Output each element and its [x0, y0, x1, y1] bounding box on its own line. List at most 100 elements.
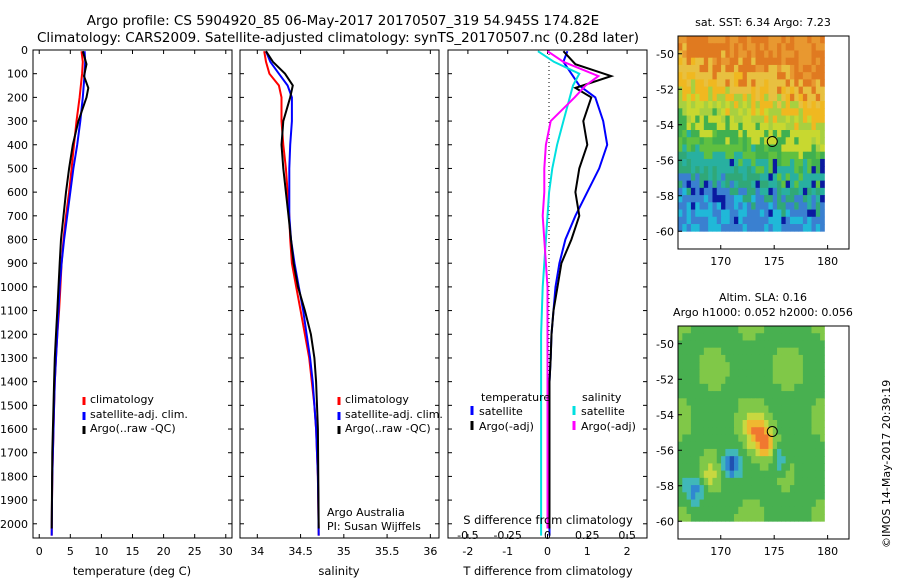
map-cell: [764, 362, 769, 370]
map-cell: [716, 108, 722, 116]
map-cell: [703, 369, 709, 378]
map-cell: [708, 434, 713, 443]
map-cell: [682, 485, 688, 493]
map-cell: [746, 108, 752, 116]
map-cell: [699, 492, 705, 500]
map-cell: [794, 362, 799, 370]
map-cell: [764, 456, 769, 464]
map-cell: [785, 456, 791, 464]
map-cell: [772, 79, 778, 88]
map-cell: [690, 441, 696, 450]
map-cell: [721, 383, 726, 392]
map-cell: [772, 514, 778, 522]
map-cell: [699, 412, 705, 421]
map-cell: [785, 492, 791, 500]
map-cell: [807, 347, 812, 356]
map-cell: [716, 340, 722, 349]
map-cell: [703, 122, 709, 131]
map-cell: [764, 195, 769, 203]
map-cell: [811, 173, 817, 182]
map-cell: [789, 173, 795, 182]
map-cell: [746, 448, 752, 457]
map-cell: [759, 64, 765, 73]
map-cell: [789, 398, 795, 406]
map-cell: [772, 86, 778, 95]
map-cell: [768, 354, 774, 363]
map-cell: [682, 427, 688, 435]
map-cell: [699, 326, 705, 334]
map-cell: [725, 514, 731, 522]
map-cell: [729, 130, 735, 138]
map-cell: [695, 383, 700, 392]
map-cell: [742, 50, 748, 59]
map-cell: [733, 93, 739, 102]
map-cell: [789, 354, 795, 363]
map-cell: [738, 340, 743, 349]
map-cell: [721, 144, 726, 153]
map-cell: [802, 64, 808, 73]
map-cell: [798, 405, 804, 414]
map-cell: [785, 412, 791, 421]
map-cell: [764, 151, 769, 160]
map-cell: [729, 209, 735, 218]
map-cell: [686, 499, 692, 508]
x-tick-label: 0: [36, 545, 43, 558]
map-cell: [695, 36, 700, 44]
map-cell: [682, 398, 688, 406]
map-cell: [755, 79, 761, 88]
map-cell: [721, 477, 726, 486]
map-cell: [725, 434, 731, 443]
map-cell: [815, 216, 821, 225]
map-cell: [807, 434, 812, 443]
map-cell: [703, 216, 709, 225]
map-cell: [716, 485, 722, 493]
sla-map-frame: [677, 325, 850, 540]
map-cell: [781, 195, 787, 203]
map-cell: [794, 405, 799, 414]
map-cell: [785, 195, 791, 203]
map-cell: [789, 326, 795, 334]
map-cell: [742, 441, 748, 450]
map-cell: [725, 137, 731, 145]
legend-label-climatology: climatology: [345, 393, 409, 406]
map-cell: [755, 354, 761, 363]
map-cell: [738, 158, 743, 167]
map-cell: [798, 216, 804, 225]
map-cell: [772, 420, 778, 428]
map-cell: [721, 333, 726, 341]
map-cell: [777, 477, 782, 486]
map-cell: [712, 492, 718, 500]
map-cell: [746, 412, 752, 421]
map-cell: [682, 326, 688, 334]
map-cell: [742, 144, 748, 153]
map-cell: [781, 420, 787, 428]
map-cell: [695, 434, 700, 443]
map-cell: [802, 383, 808, 392]
map-cell: [794, 326, 799, 334]
map-cell: [785, 115, 791, 124]
depth-tick-label: 1700: [0, 447, 28, 460]
map-cell: [789, 463, 795, 472]
map-cell: [690, 391, 696, 399]
map-cell: [789, 166, 795, 174]
map-cell: [777, 144, 782, 153]
map-cell: [682, 202, 688, 210]
map-cell: [802, 57, 808, 66]
map-cell: [725, 43, 731, 51]
map-cell: [815, 137, 821, 145]
map-cell: [729, 354, 735, 363]
map-cell: [690, 43, 696, 51]
map-cell: [721, 405, 726, 414]
map-cell: [764, 43, 769, 51]
map-cell: [703, 151, 709, 160]
map-cell: [742, 137, 748, 145]
map-cell: [725, 492, 731, 500]
map-cell: [708, 137, 713, 145]
map-cell: [716, 72, 722, 80]
map-cell: [699, 72, 705, 80]
map-cell: [755, 376, 761, 385]
lat-tick-label: -54: [656, 119, 674, 132]
map-cell: [712, 470, 718, 479]
map-cell: [755, 347, 761, 356]
map-cell: [755, 456, 761, 464]
